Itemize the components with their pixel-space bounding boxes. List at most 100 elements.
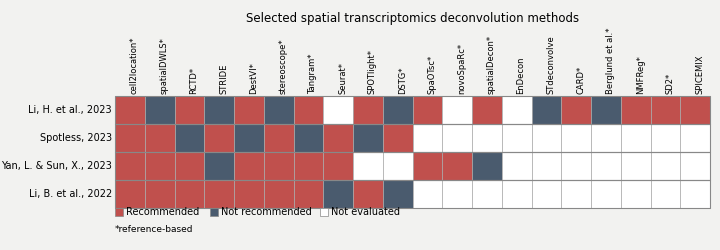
Bar <box>115 180 145 208</box>
Bar <box>442 152 472 180</box>
Bar <box>383 152 413 180</box>
Bar <box>680 180 710 208</box>
Bar <box>294 96 323 124</box>
Text: EnDecon: EnDecon <box>517 56 526 94</box>
Text: SpaOTsc*: SpaOTsc* <box>428 55 436 94</box>
Bar <box>174 96 204 124</box>
Bar <box>294 152 323 180</box>
Bar <box>413 124 442 152</box>
Text: SD2*: SD2* <box>665 73 675 94</box>
Bar <box>204 124 234 152</box>
Bar <box>680 152 710 180</box>
Bar <box>442 180 472 208</box>
Bar <box>234 124 264 152</box>
Bar <box>353 152 383 180</box>
Text: DestVI*: DestVI* <box>249 62 258 94</box>
Text: Recommended: Recommended <box>126 207 199 217</box>
Text: Tangram*: Tangram* <box>308 54 318 94</box>
Bar <box>502 152 531 180</box>
Bar <box>413 180 442 208</box>
Bar <box>562 152 591 180</box>
Text: cell2location*: cell2location* <box>130 36 139 94</box>
Bar <box>650 152 680 180</box>
Bar <box>353 180 383 208</box>
Bar <box>264 180 294 208</box>
Text: SPICEMIX: SPICEMIX <box>695 54 704 94</box>
Bar <box>115 124 710 152</box>
Text: Berglund et al.*: Berglund et al.* <box>606 28 615 94</box>
Bar <box>264 96 294 124</box>
Bar <box>174 152 204 180</box>
Bar <box>531 124 562 152</box>
Bar <box>383 96 413 124</box>
Bar <box>621 96 650 124</box>
Bar <box>294 124 323 152</box>
Bar <box>621 152 650 180</box>
Text: Yan, L. & Sun, X., 2023: Yan, L. & Sun, X., 2023 <box>1 161 112 171</box>
Text: Not evaluated: Not evaluated <box>331 207 400 217</box>
Bar <box>502 124 531 152</box>
Bar <box>234 152 264 180</box>
Bar <box>680 96 710 124</box>
Bar <box>413 152 442 180</box>
Bar <box>650 124 680 152</box>
Bar <box>115 96 145 124</box>
Bar <box>531 152 562 180</box>
Bar <box>383 124 413 152</box>
Text: Spotless, 2023: Spotless, 2023 <box>40 133 112 143</box>
Bar <box>115 180 710 208</box>
Bar <box>472 152 502 180</box>
Text: RCTD*: RCTD* <box>189 67 199 94</box>
Text: spatialDecon*: spatialDecon* <box>487 35 496 94</box>
Bar <box>145 96 174 124</box>
Bar <box>472 96 502 124</box>
Bar <box>621 124 650 152</box>
Bar <box>353 96 383 124</box>
Bar <box>442 124 472 152</box>
Text: Seurat*: Seurat* <box>338 62 347 94</box>
Bar <box>442 96 472 124</box>
Bar <box>234 180 264 208</box>
Bar <box>145 180 174 208</box>
Bar <box>115 208 123 216</box>
Text: Li, B. et al., 2022: Li, B. et al., 2022 <box>29 189 112 199</box>
Bar <box>650 96 680 124</box>
Bar <box>323 96 353 124</box>
Bar <box>204 96 234 124</box>
Bar <box>323 180 353 208</box>
Bar <box>562 180 591 208</box>
Bar <box>115 152 145 180</box>
Bar <box>353 124 383 152</box>
Bar <box>413 96 442 124</box>
Text: novoSpaRc*: novoSpaRc* <box>457 43 466 94</box>
Bar <box>145 124 174 152</box>
Bar <box>472 124 502 152</box>
Text: STRIDE: STRIDE <box>219 64 228 94</box>
Bar <box>591 96 621 124</box>
Bar <box>591 180 621 208</box>
Bar <box>323 152 353 180</box>
Bar <box>531 96 562 124</box>
Bar <box>145 152 174 180</box>
Bar <box>264 124 294 152</box>
Text: STdeconvolve: STdeconvolve <box>546 35 555 94</box>
Bar <box>562 124 591 152</box>
Bar <box>234 96 264 124</box>
Bar <box>383 180 413 208</box>
Bar <box>680 124 710 152</box>
Text: SPOTlight*: SPOTlight* <box>368 49 377 94</box>
Text: *reference-based: *reference-based <box>115 224 194 234</box>
Bar <box>204 180 234 208</box>
Bar <box>174 180 204 208</box>
Bar <box>591 152 621 180</box>
Bar <box>502 96 531 124</box>
Text: CARD*: CARD* <box>576 66 585 94</box>
Text: DSTG*: DSTG* <box>397 66 407 94</box>
Bar <box>174 124 204 152</box>
Bar <box>621 180 650 208</box>
Bar <box>323 124 353 152</box>
Bar <box>472 180 502 208</box>
Text: spatialDWLS*: spatialDWLS* <box>160 37 168 94</box>
Text: Not recommended: Not recommended <box>221 207 312 217</box>
Bar <box>320 208 328 216</box>
